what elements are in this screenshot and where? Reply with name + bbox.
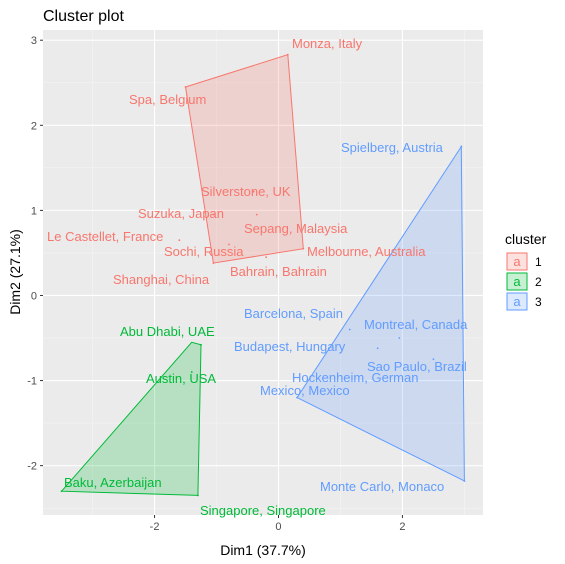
point-label: Barcelona, Spain <box>244 306 343 321</box>
point-label: Mexico, Mexico <box>260 383 350 398</box>
point-label: Bahrain, Bahrain <box>230 264 327 279</box>
x-tick-label: 2 <box>399 521 405 533</box>
point-labels: Monza, Italy Spa, Belgium Silverstone, UK S… <box>47 36 468 518</box>
cluster-hulls <box>60 54 465 496</box>
point-label: Sepang, Malaysia <box>244 221 348 236</box>
cluster-3-point <box>463 480 466 482</box>
y-tick-label: 2 <box>31 120 37 132</box>
legend-label: 1 <box>535 255 542 269</box>
point-label: Le Castellet, France <box>47 229 163 244</box>
grid-major <box>43 30 483 515</box>
cluster-1-point <box>178 239 181 242</box>
cluster-3-point <box>373 366 376 369</box>
cluster-1-point <box>252 190 255 193</box>
cluster-1-point <box>265 256 267 259</box>
legend: a 1a 2a 3 <box>506 252 542 311</box>
cluster-2-point <box>190 371 193 373</box>
cluster-3-point <box>348 328 351 331</box>
point-label: Shanghai, China <box>113 272 210 287</box>
x-tick-label: -2 <box>150 521 160 533</box>
cluster-1-point <box>184 86 187 88</box>
y-tick-label: -1 <box>27 376 37 388</box>
point-label: Austin, USA <box>146 371 216 386</box>
point-label: Montreal, Canada <box>364 317 468 332</box>
x-tick-label: 0 <box>275 521 281 533</box>
point-label: Monza, Italy <box>292 36 363 51</box>
cluster-3-point <box>398 337 401 339</box>
y-tick-label: 1 <box>31 205 37 217</box>
plot-panel <box>43 30 483 515</box>
cluster-3-point <box>376 347 379 350</box>
legend-label: 3 <box>535 295 542 309</box>
cluster-1-point <box>212 213 215 216</box>
y-tick-label: 0 <box>31 290 37 302</box>
cluster-1-point <box>286 53 289 56</box>
point-label: Sochi, Russia <box>164 244 244 259</box>
cluster-3-point <box>460 145 463 148</box>
cluster-2-point <box>60 490 63 493</box>
cluster-3-point <box>296 396 298 399</box>
legend-glyph: a <box>513 294 521 309</box>
point-label: Hockenheim, German <box>292 370 418 385</box>
legend-title: cluster <box>505 231 547 247</box>
legend-swatch <box>506 292 528 311</box>
cluster-3-point <box>432 358 435 361</box>
legend-swatch <box>506 252 528 271</box>
legend-glyph: a <box>513 254 521 269</box>
cluster-1-point <box>302 247 305 250</box>
point-label: Singapore, Singapore <box>200 503 326 518</box>
data-points <box>60 53 466 497</box>
point-label: Sao Paulo, Brazil <box>367 359 467 374</box>
x-axis-ticks: -2 0 2 <box>150 515 405 533</box>
point-label: Abu Dhabi, UAE <box>120 324 215 339</box>
point-label: Budapest, Hungary <box>234 339 346 354</box>
cluster-2-point <box>197 494 199 497</box>
y-axis-title: Dim2 (27.1%) <box>7 229 23 315</box>
plot-title: Cluster plot <box>43 8 124 25</box>
legend-glyph: a <box>513 274 521 289</box>
point-label: Baku, Azerbaijan <box>64 475 162 490</box>
y-tick-label: -2 <box>27 461 37 473</box>
point-label: Melbourne, Australia <box>307 244 426 259</box>
x-axis-title: Dim1 (37.7%) <box>220 542 306 558</box>
grid-minor <box>43 30 483 515</box>
point-label: Spa, Belgium <box>129 92 206 107</box>
cluster-2-point <box>200 343 202 346</box>
point-label: Monte Carlo, Monaco <box>320 479 444 494</box>
point-label: Suzuka, Japan <box>138 206 224 221</box>
legend-swatch <box>506 272 528 291</box>
point-label: Spielberg, Austria <box>341 140 444 155</box>
y-axis-ticks: -2 -1 0 1 2 3 <box>27 35 43 473</box>
cluster-3-hull <box>296 144 465 482</box>
point-label: Silverstone, UK <box>201 184 291 199</box>
cluster-1-point <box>255 213 258 216</box>
y-tick-label: 3 <box>31 35 37 47</box>
cluster-1-point <box>212 262 215 265</box>
cluster-1-point <box>228 243 230 246</box>
legend-label: 2 <box>535 275 542 289</box>
